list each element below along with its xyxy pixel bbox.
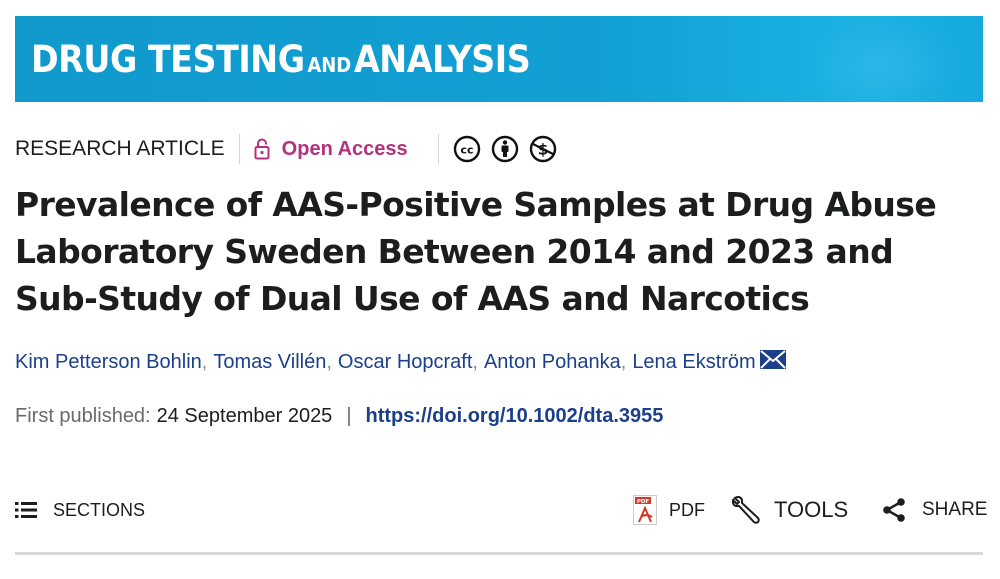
author-separator: ,	[326, 351, 332, 373]
author-link[interactable]: Anton Pohanka	[483, 351, 621, 373]
toolbar-divider	[15, 552, 983, 555]
publication-date: 24 September 2025	[156, 405, 333, 427]
pdf-label: PDF	[669, 499, 705, 520]
open-access-label: Open Access	[281, 137, 408, 160]
open-access-badge[interactable]: Open Access	[254, 138, 408, 161]
journal-title-part1: DRUG TESTING	[31, 38, 305, 81]
tools-button[interactable]: TOOLS	[730, 490, 848, 530]
list-icon	[15, 502, 37, 518]
author-link[interactable]: Oscar Hopcraft	[337, 351, 473, 373]
pdf-button[interactable]: PDF PDF	[633, 490, 705, 530]
doi-link[interactable]: https://doi.org/10.1002/dta.3955	[365, 405, 664, 427]
banner-decoration	[803, 16, 963, 102]
journal-title-connector: AND	[307, 53, 352, 77]
author-list: Kim Petterson Bohlin, Tomas Villén, Osca…	[15, 350, 786, 375]
author-link[interactable]: Lena Ekström	[632, 351, 756, 373]
pdf-file-icon: PDF	[633, 495, 657, 525]
sections-label: SECTIONS	[53, 499, 146, 520]
creative-commons-icon: cc	[453, 135, 480, 163]
publication-info: First published: 24 September 2025 | htt…	[15, 405, 663, 428]
svg-text:cc: cc	[460, 144, 473, 157]
first-published-label: First published:	[15, 405, 151, 427]
author-separator: ,	[472, 351, 478, 373]
author-link[interactable]: Tomas Villén	[213, 351, 327, 373]
divider	[238, 134, 240, 164]
non-commercial-icon: $	[529, 135, 556, 163]
article-toolbar: SECTIONS PDF PDF TOOLS SHARE	[15, 490, 987, 530]
wrench-icon	[731, 495, 760, 524]
svg-text:PDF: PDF	[637, 499, 650, 505]
article-meta-row: RESEARCH ARTICLE Open Access cc $	[15, 134, 557, 164]
author-separator: ,	[620, 351, 627, 373]
author-link[interactable]: Kim Petterson Bohlin	[15, 351, 202, 373]
author-separator: ,	[201, 351, 208, 373]
tools-label: TOOLS	[774, 497, 849, 522]
license-icons[interactable]: cc $	[453, 135, 557, 163]
share-icon	[883, 498, 905, 522]
unlocked-padlock-icon	[254, 138, 270, 160]
journal-banner[interactable]: DRUG TESTING ANDANALYSIS	[15, 16, 983, 102]
attribution-icon	[491, 135, 518, 163]
article-type: RESEARCH ARTICLE	[15, 137, 225, 160]
sections-button[interactable]: SECTIONS	[15, 490, 145, 530]
divider: |	[346, 405, 352, 427]
share-button[interactable]: SHARE	[882, 490, 987, 530]
journal-title-part2: ANALYSIS	[353, 38, 531, 81]
share-label: SHARE	[922, 499, 988, 520]
envelope-icon[interactable]	[759, 350, 786, 375]
journal-title: DRUG TESTING ANDANALYSIS	[31, 38, 531, 87]
divider	[437, 134, 439, 164]
article-title: Prevalence of AAS-Positive Samples at Dr…	[15, 185, 937, 318]
